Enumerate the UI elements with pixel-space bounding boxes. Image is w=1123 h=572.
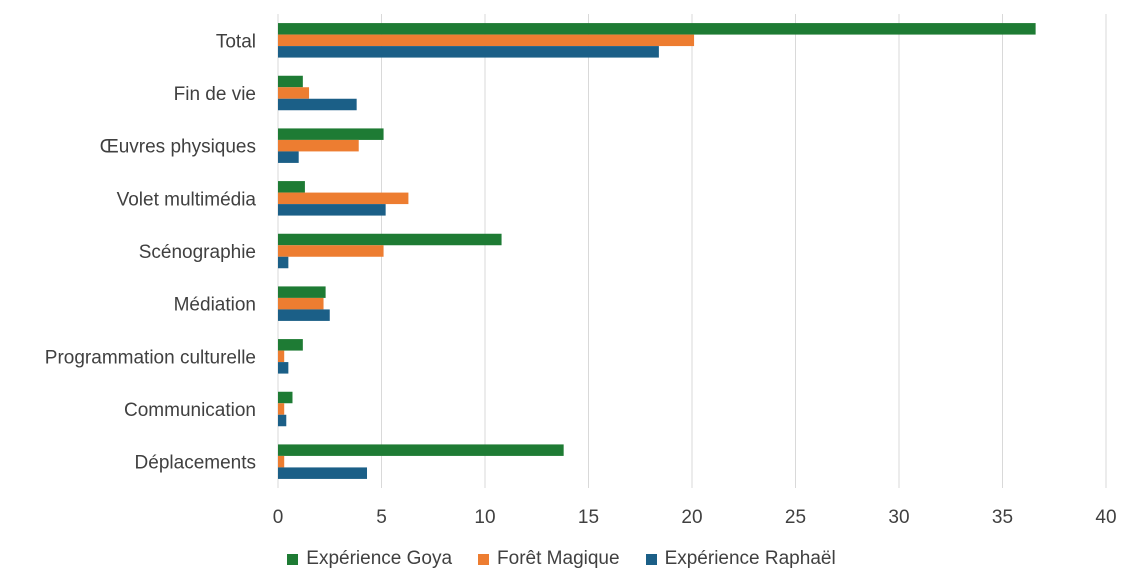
bar-1-4 (278, 181, 305, 193)
legend-swatch (478, 553, 490, 565)
legend-item: Expérience Goya (287, 548, 452, 570)
legend-label: Forêt Magique (497, 548, 620, 569)
legend-item: Expérience Raphaël (645, 548, 836, 570)
bar-3-6 (278, 309, 330, 321)
x-tick-label: 5 (376, 507, 387, 528)
bar-2-4 (278, 192, 409, 205)
bar-1-6 (278, 286, 326, 298)
bar-1-2 (278, 75, 303, 88)
category-label: Fin de vie (174, 84, 256, 105)
bar-3-1 (278, 46, 659, 58)
bar-1-3 (278, 128, 384, 140)
bar-2-1 (278, 34, 695, 47)
legend-label: Expérience Goya (306, 548, 453, 569)
x-tick-label: 40 (1095, 507, 1116, 528)
x-tick-label: 30 (888, 507, 909, 528)
category-label: Déplacements (135, 453, 256, 474)
category-label: Œuvres physiques (100, 137, 256, 158)
bar-2-6 (278, 297, 324, 310)
legend-label: Expérience Raphaël (664, 548, 836, 569)
legend-swatch (645, 553, 657, 565)
bar-3-4 (278, 204, 386, 216)
bar-2-2 (278, 87, 310, 99)
bar-2-3 (278, 139, 359, 152)
bar-3-3 (278, 151, 299, 163)
x-tick-label: 35 (992, 507, 1013, 528)
bar-3-7 (278, 362, 289, 374)
category-label: Volet multimédia (117, 189, 257, 210)
chart-legend: Expérience Goya Forêt Magique Expérience R… (0, 546, 1123, 572)
bar-1-5 (278, 233, 502, 246)
category-label: Médiation (174, 295, 256, 316)
bar-3-8 (278, 414, 287, 427)
bar-1-9 (278, 444, 564, 456)
category-label: Scénographie (139, 242, 256, 263)
bar-2-8 (278, 403, 285, 415)
bar-3-9 (278, 467, 368, 479)
bar-3-2 (278, 98, 357, 111)
x-tick-label: 0 (273, 507, 284, 528)
bar-1-7 (278, 339, 303, 351)
bar-3-5 (278, 256, 289, 269)
bar-2-7 (278, 350, 285, 363)
bar-1-8 (278, 391, 293, 404)
x-tick-label: 10 (474, 507, 495, 528)
legend-item: Forêt Magique (478, 548, 620, 570)
x-tick-label: 20 (681, 507, 702, 528)
category-label: Total (216, 31, 256, 52)
bar-2-5 (278, 245, 384, 257)
x-tick-label: 25 (785, 507, 806, 528)
category-label: Programmation culturelle (45, 347, 256, 368)
category-label: Communication (124, 400, 256, 421)
legend-swatch (287, 553, 299, 565)
bar-2-9 (278, 455, 285, 468)
bar-1-1 (278, 23, 1036, 35)
bar-chart: 0 5 10 15 20 25 30 35 40 Total Fin de vie Œuvres ph… (45, 14, 1117, 528)
x-tick-label: 15 (578, 507, 599, 528)
